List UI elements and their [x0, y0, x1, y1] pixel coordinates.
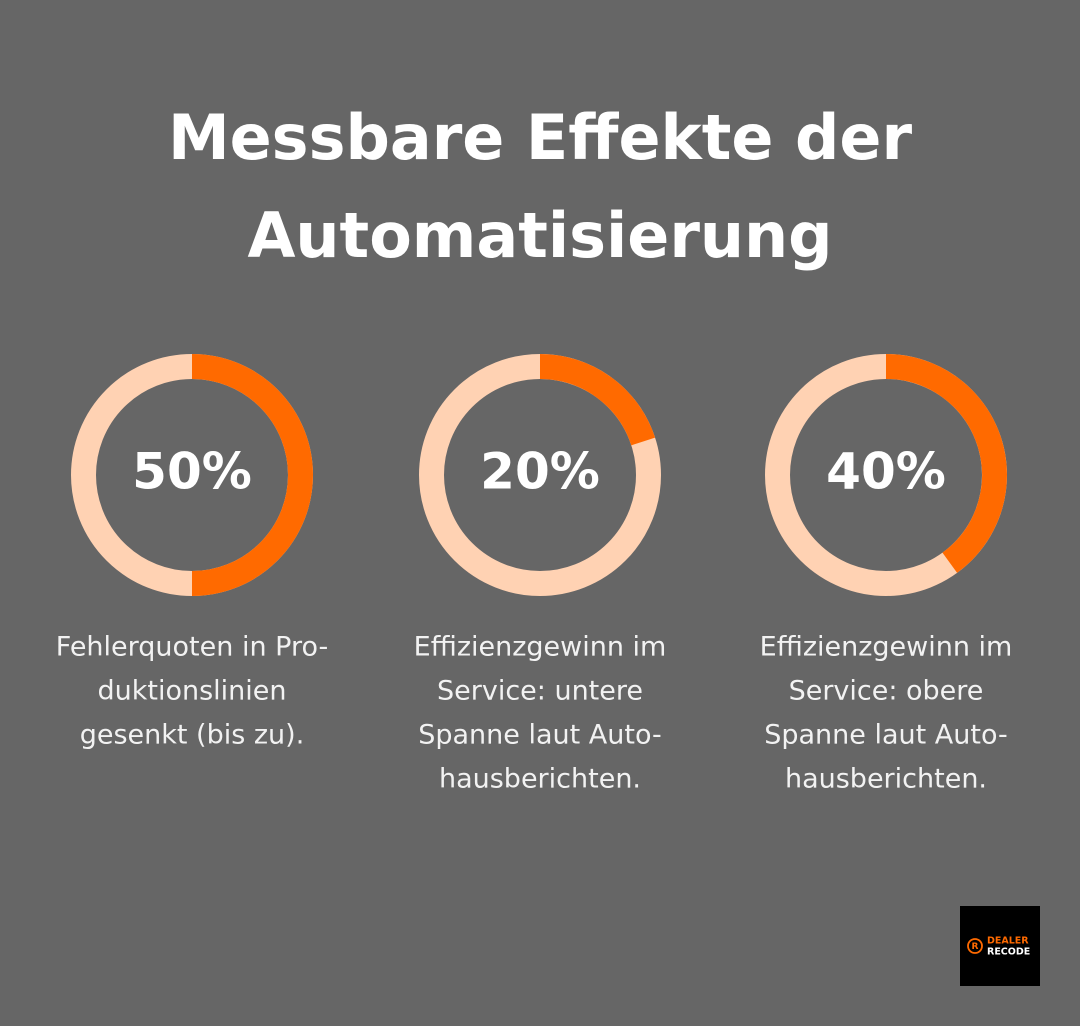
value-label: 50%	[132, 443, 252, 501]
caption-line: Service: obere	[789, 676, 984, 707]
caption-line: Spanne laut Auto-	[418, 720, 662, 751]
caption-line: Service: untere	[437, 676, 643, 707]
logo-ring	[967, 938, 983, 954]
logo-text: DEALER	[987, 936, 1029, 947]
caption-line: duktionslinien	[97, 676, 286, 707]
caption-line: Spanne laut Auto-	[764, 720, 1008, 751]
logo: R DEALER RECODE	[960, 906, 1040, 986]
title-line: Automatisierung	[247, 199, 832, 272]
title-line: Messbare Effekte der	[168, 101, 913, 174]
caption-line: Fehlerquoten in Pro-	[56, 632, 328, 663]
caption-line: hausberichten.	[439, 764, 641, 795]
caption-line: Effizienzgewinn im	[414, 632, 667, 663]
donut-segment	[539, 354, 656, 446]
logo-box	[960, 906, 1040, 986]
value-label: 20%	[480, 443, 600, 501]
logo-mark: R	[972, 942, 979, 952]
donut-segment	[191, 354, 313, 596]
donut-segment	[885, 354, 1007, 573]
logo-text: RECODE	[987, 947, 1030, 958]
caption-line: Effizienzgewinn im	[760, 632, 1013, 663]
caption-line: gesenkt (bis zu).	[80, 720, 305, 751]
value-label: 40%	[826, 443, 946, 501]
caption-line: hausberichten.	[785, 764, 987, 795]
